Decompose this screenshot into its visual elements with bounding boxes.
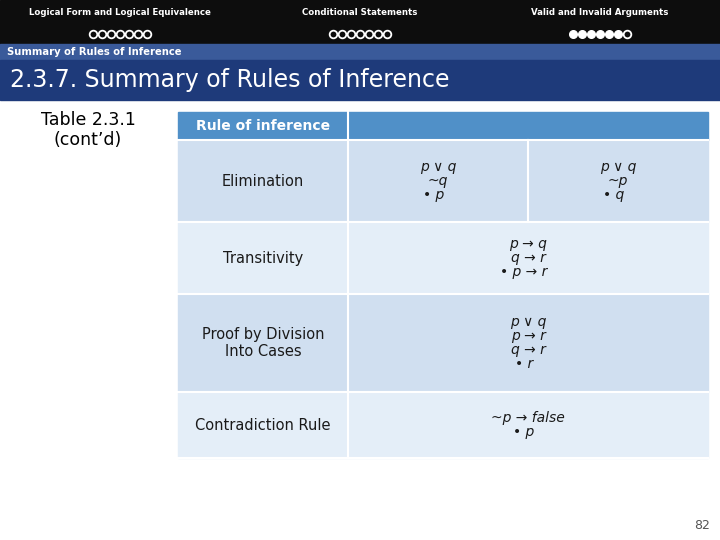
Bar <box>0 44 720 60</box>
Text: p ∨ q: p ∨ q <box>600 160 636 174</box>
Text: • p → r: • p → r <box>500 265 548 279</box>
Text: Conditional Statements: Conditional Statements <box>302 8 418 17</box>
Text: • r: • r <box>515 357 533 371</box>
Text: • p: • p <box>423 188 445 202</box>
Text: Logical Form and Logical Equivalence: Logical Form and Logical Equivalence <box>29 8 211 17</box>
Text: Rule of inference: Rule of inference <box>196 119 330 133</box>
Text: 2.3.7. Summary of Rules of Inference: 2.3.7. Summary of Rules of Inference <box>10 68 449 92</box>
Text: Into Cases: Into Cases <box>225 345 301 360</box>
Text: • q: • q <box>603 188 625 202</box>
Text: Elimination: Elimination <box>222 173 304 188</box>
Text: ~p → false: ~p → false <box>491 411 565 425</box>
Bar <box>178 140 708 222</box>
Text: p → q: p → q <box>509 237 547 251</box>
Text: p ∨ q: p ∨ q <box>420 160 456 174</box>
Bar <box>178 222 708 294</box>
Text: (cont’d): (cont’d) <box>54 131 122 149</box>
Text: Table 2.3.1: Table 2.3.1 <box>40 111 135 129</box>
Bar <box>178 294 708 392</box>
Text: Valid and Invalid Arguments: Valid and Invalid Arguments <box>531 8 669 17</box>
Text: Summary of Rules of Inference: Summary of Rules of Inference <box>7 47 181 57</box>
Text: p ∨ q: p ∨ q <box>510 315 546 329</box>
Text: Proof by Division: Proof by Division <box>202 327 324 341</box>
Text: q → r: q → r <box>510 251 546 265</box>
Text: q → r: q → r <box>510 343 546 357</box>
Bar <box>178 392 708 458</box>
Text: Contradiction Rule: Contradiction Rule <box>195 417 330 433</box>
Text: ~q: ~q <box>428 174 448 188</box>
Bar <box>0 60 720 100</box>
Text: Transitivity: Transitivity <box>223 251 303 266</box>
Text: 82: 82 <box>694 519 710 532</box>
Text: p → r: p → r <box>510 329 546 343</box>
Bar <box>0 0 720 44</box>
Text: • p: • p <box>513 425 535 439</box>
Text: ~p: ~p <box>608 174 628 188</box>
Bar <box>178 112 708 140</box>
